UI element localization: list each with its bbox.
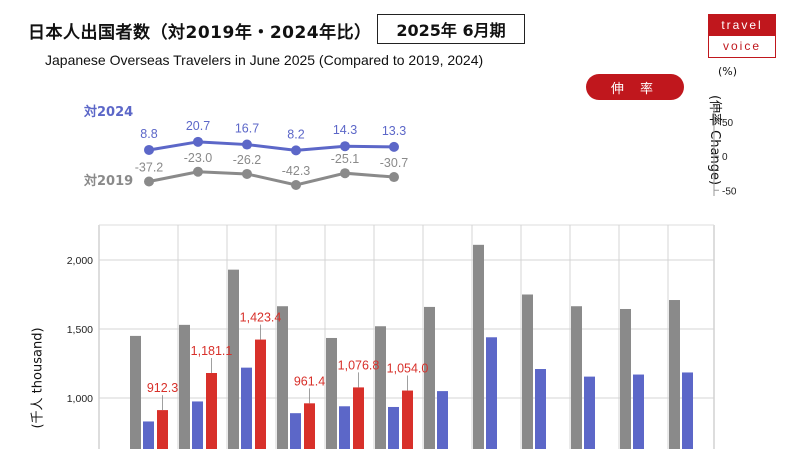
rate-value-label: 13.3 bbox=[382, 124, 406, 138]
bar-2019 bbox=[669, 300, 680, 449]
bar-2019 bbox=[179, 324, 190, 449]
rate-point bbox=[242, 168, 252, 179]
rate-value-label: -26.2 bbox=[233, 153, 262, 167]
bar-2025 bbox=[353, 387, 364, 449]
bar-2024 bbox=[143, 421, 154, 449]
rate-value-label: -37.2 bbox=[135, 160, 164, 174]
rate-series-name: 対2024 bbox=[83, 104, 133, 120]
chart-title: 日本人出国者数（対2019年・2024年比） bbox=[28, 23, 372, 43]
rate-point bbox=[389, 172, 399, 183]
bar-value-label: 1,181.1 bbox=[191, 344, 233, 358]
bar-tick-label: 1,500 bbox=[67, 324, 93, 336]
bar-2025 bbox=[255, 339, 266, 449]
bar-2024 bbox=[339, 406, 350, 449]
logo-bottom-text: voice bbox=[722, 39, 761, 53]
rate-point bbox=[242, 139, 252, 150]
rate-badge: 伸 率 bbox=[586, 74, 684, 100]
rate-line-vs2024 bbox=[148, 140, 395, 152]
rate-point bbox=[340, 141, 350, 152]
bar-2019 bbox=[277, 306, 288, 449]
logo-top-text: travel bbox=[709, 15, 775, 36]
bar-2019 bbox=[522, 294, 533, 449]
rate-value-label: 14.3 bbox=[333, 123, 357, 137]
period-box: 2025年 6月期 bbox=[377, 14, 525, 44]
rate-value-label: -25.1 bbox=[331, 152, 360, 166]
rate-value-label: 20.7 bbox=[186, 119, 210, 133]
rate-point bbox=[291, 145, 301, 156]
bar-2024 bbox=[437, 391, 448, 449]
rate-point bbox=[340, 168, 350, 179]
bar-2024 bbox=[584, 376, 595, 449]
rate-point bbox=[193, 136, 203, 147]
bar-2024 bbox=[241, 367, 252, 449]
bar-value-label: 961.4 bbox=[294, 374, 325, 388]
bar-2024 bbox=[633, 374, 644, 449]
bar-value-label: 1,054.0 bbox=[387, 362, 429, 376]
bar-tick-label: 2,000 bbox=[67, 255, 93, 267]
rate-value-label: -23.0 bbox=[184, 151, 213, 165]
bar-2024 bbox=[290, 413, 301, 449]
bar-2024 bbox=[535, 369, 546, 449]
rate-value-label: 8.2 bbox=[287, 127, 304, 141]
bar-2019 bbox=[130, 335, 141, 449]
bar-value-label: 1,076.8 bbox=[338, 358, 380, 372]
rate-tick-label: 50 bbox=[722, 118, 734, 129]
rate-tick-label: 0 bbox=[722, 152, 728, 163]
bar-2019 bbox=[571, 306, 582, 449]
bar-2019 bbox=[424, 306, 435, 449]
rate-unit: (%) bbox=[718, 65, 738, 78]
bar-2024 bbox=[192, 401, 203, 449]
rate-tick-label: -50 bbox=[722, 186, 737, 197]
bar-2024 bbox=[486, 337, 497, 449]
bar-2024 bbox=[388, 406, 399, 449]
bar-2019 bbox=[228, 269, 239, 449]
bar-2019 bbox=[375, 326, 386, 449]
chart-subtitle: Japanese Overseas Travelers in June 2025… bbox=[45, 52, 484, 68]
bar-value-label: 912.3 bbox=[147, 381, 178, 395]
rate-point bbox=[291, 179, 301, 190]
bar-2025 bbox=[157, 410, 168, 449]
bar-2025 bbox=[402, 390, 413, 449]
rate-value-label: -30.7 bbox=[380, 156, 409, 170]
rate-point bbox=[144, 176, 154, 187]
rate-point bbox=[389, 141, 399, 152]
rate-series-name: 対2019 bbox=[83, 173, 133, 189]
rate-value-label: 8.8 bbox=[140, 127, 157, 141]
bar-2019 bbox=[326, 337, 337, 449]
travelvoice-logo: travel voice bbox=[708, 14, 776, 58]
rate-point bbox=[144, 144, 154, 155]
rate-point bbox=[193, 166, 203, 177]
rate-line-vs2019 bbox=[148, 170, 395, 187]
bar-2025 bbox=[304, 403, 315, 449]
rate-value-label: 16.7 bbox=[235, 122, 259, 136]
rate-value-label: -42.3 bbox=[282, 164, 311, 178]
bar-2019 bbox=[473, 244, 484, 449]
bar-value-label: 1,423.4 bbox=[240, 311, 282, 325]
bar-2019 bbox=[620, 308, 631, 449]
bar-2025 bbox=[206, 373, 217, 449]
bar-tick-label: 1,000 bbox=[67, 393, 93, 405]
bar-2024 bbox=[682, 372, 693, 449]
